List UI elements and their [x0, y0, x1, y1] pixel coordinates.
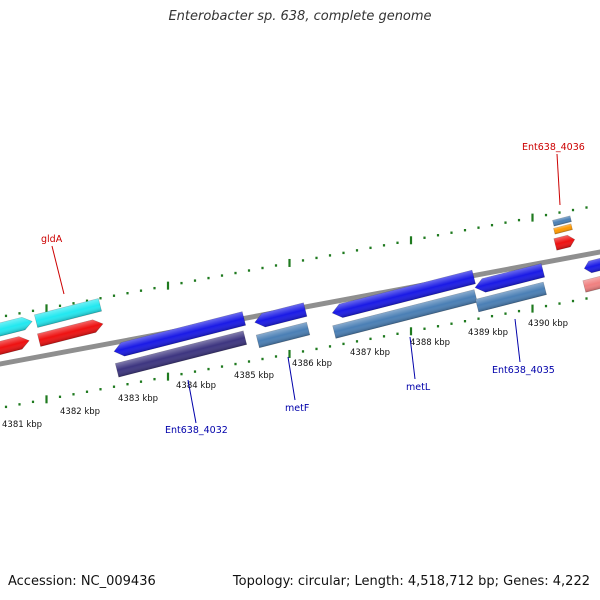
- gene-label-ent638-4032[interactable]: Ent638_4032: [165, 425, 228, 436]
- gene-red-4036[interactable]: [553, 234, 576, 251]
- gene-leader-line: [556, 153, 561, 206]
- gene-label-metf[interactable]: metF: [285, 403, 309, 414]
- gene-steel-4036[interactable]: [552, 215, 572, 227]
- reverse-tick-row: [4, 297, 588, 409]
- gene-leader-line: [514, 318, 521, 363]
- cds-steel-metf[interactable]: [255, 321, 311, 349]
- forward-tick-row: [4, 206, 588, 318]
- gene-red-left[interactable]: [0, 334, 31, 361]
- axis-tick-label: 4383 kbp: [118, 394, 158, 404]
- axis-tick-label: 4381 kbp: [2, 420, 42, 430]
- gene-label-ent638-4036[interactable]: Ent638_4036: [522, 142, 585, 153]
- gene-blue-4035[interactable]: [473, 263, 546, 295]
- axis-tick-label: 4388 kbp: [410, 338, 450, 348]
- axis-tick-label: 4387 kbp: [350, 348, 390, 358]
- accession-text: Accession: NC_009436: [8, 574, 156, 589]
- cds-steel-4035[interactable]: [475, 281, 547, 313]
- map-title: Enterobacter sp. 638, complete genome: [168, 9, 432, 24]
- axis-tick-label: 4389 kbp: [468, 328, 508, 338]
- gene-blue-right-edge[interactable]: [583, 257, 600, 275]
- axis-tick-label: 4390 kbp: [528, 319, 568, 329]
- gene-leader-line: [51, 245, 65, 295]
- gene-cyan-glda[interactable]: [34, 298, 102, 328]
- gene-label-metl[interactable]: metL: [406, 382, 431, 393]
- gene-red-glda[interactable]: [37, 318, 104, 347]
- gene-label-ent638-4035[interactable]: Ent638_4035: [492, 365, 555, 376]
- gene-blue-4032[interactable]: [112, 311, 247, 359]
- gene-label-glda[interactable]: gldA: [41, 234, 63, 245]
- gene-orange-4036[interactable]: [553, 223, 573, 235]
- gene-cyan-left[interactable]: [0, 315, 34, 342]
- gene-pink-right-edge[interactable]: [582, 275, 600, 293]
- axis-tick-label: 4382 kbp: [60, 407, 100, 417]
- gene-leader-line: [409, 336, 416, 380]
- gene-blue-metf[interactable]: [253, 302, 308, 329]
- topology-text: Topology: circular; Length: 4,518,712 bp…: [232, 574, 590, 589]
- axis-tick-label: 4386 kbp: [292, 359, 332, 369]
- gene-leader-line: [287, 356, 296, 401]
- axis-tick-label: 4385 kbp: [234, 371, 274, 381]
- cds-purple-4032[interactable]: [114, 330, 248, 378]
- gene-blue-metl[interactable]: [331, 269, 476, 320]
- axis-tick-label: 4384 kbp: [176, 381, 216, 391]
- gene-leader-line: [187, 379, 197, 424]
